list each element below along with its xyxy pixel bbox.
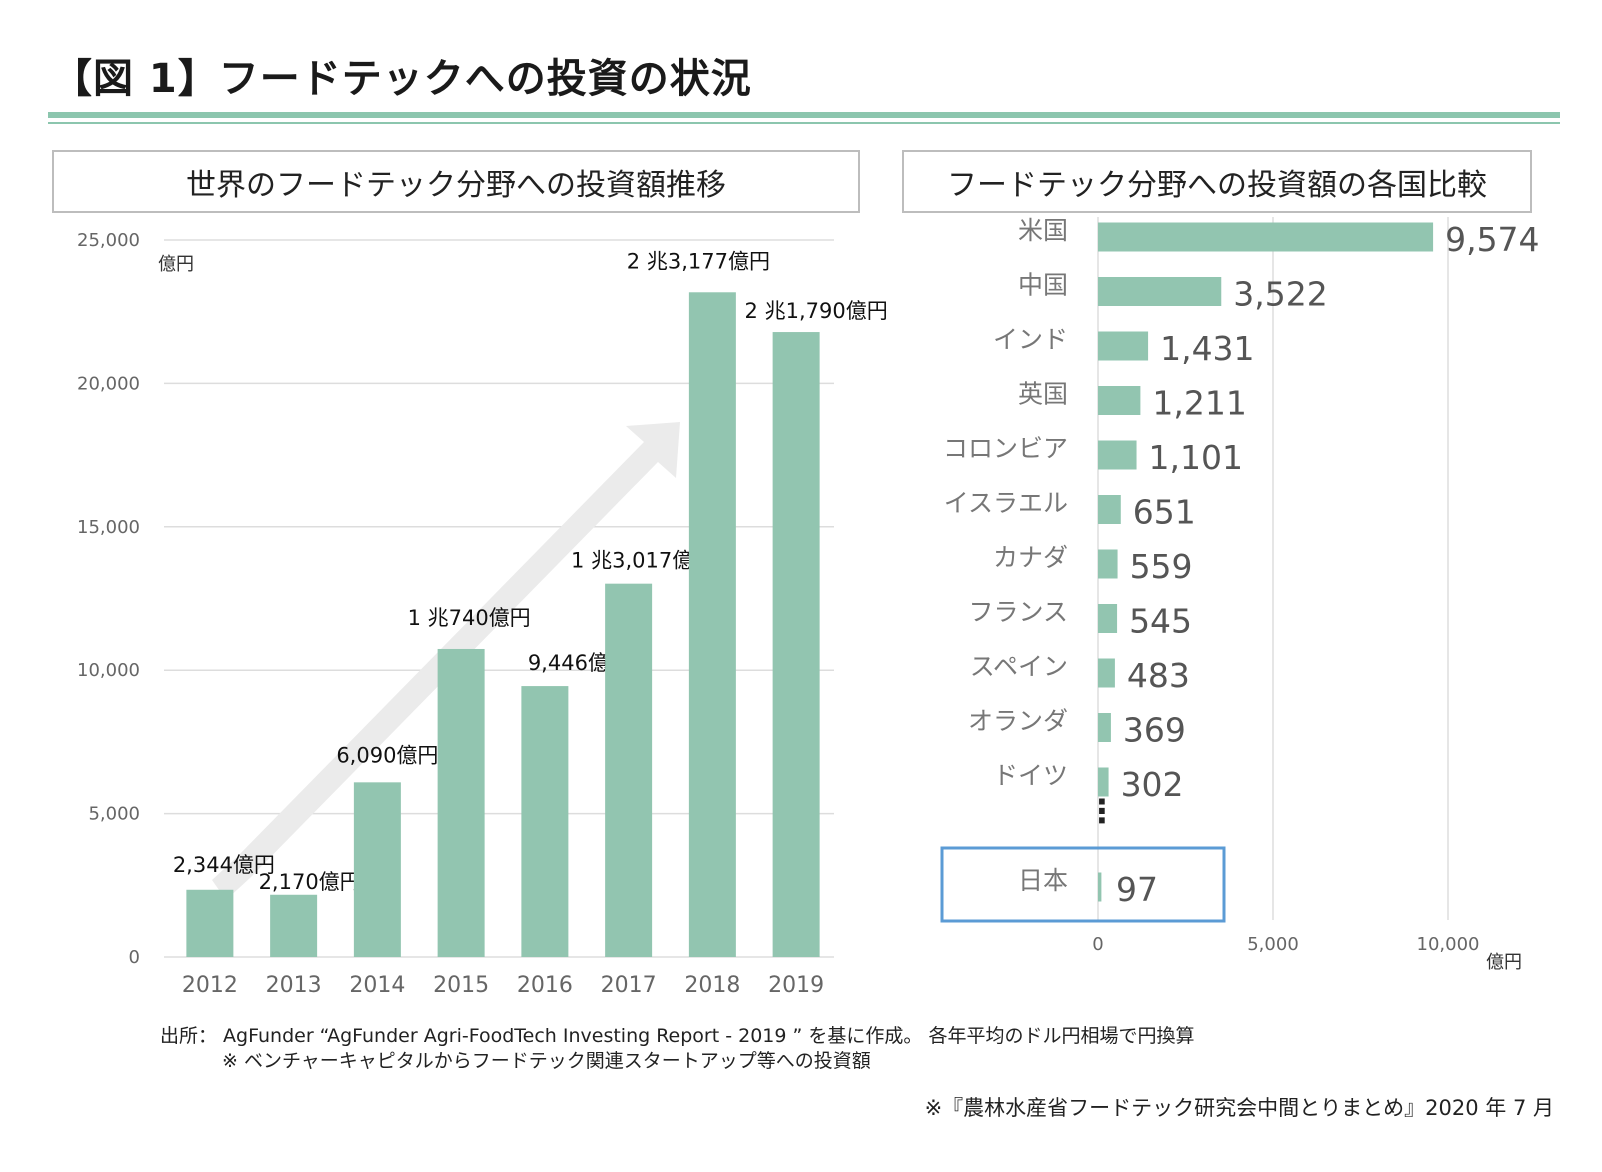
- bar-カナダ: [1098, 549, 1118, 579]
- category-label: イスラエル: [944, 489, 1068, 518]
- y-tick-label: 15,000: [77, 517, 140, 538]
- x-unit-label: 億円: [1486, 952, 1522, 973]
- data-label: 651: [1133, 493, 1196, 532]
- y-tick-label: 20,000: [77, 373, 140, 394]
- highlight-box-japan: [940, 846, 1226, 923]
- bar-オランダ: [1098, 713, 1111, 742]
- bar-米国: [1098, 222, 1434, 252]
- ellipsis: ⋮: [1086, 792, 1118, 830]
- category-label: スペイン: [970, 652, 1068, 681]
- bar-日本: [1098, 872, 1102, 902]
- data-label: 302: [1121, 765, 1184, 804]
- category-label: フランス: [968, 598, 1068, 627]
- right-chart-title: フードテック分野への投資額の各国比較: [902, 150, 1532, 213]
- category-label: 中国: [1018, 271, 1068, 300]
- bar-イスラエル: [1098, 495, 1121, 524]
- category-label: インド: [993, 325, 1068, 354]
- source-line-1: 出所： AgFunder “AgFunder Agri-FoodTech Inv…: [160, 1025, 1195, 1047]
- bar-2016: [521, 686, 569, 957]
- data-label: 369: [1123, 711, 1186, 750]
- data-label: 1,101: [1149, 438, 1243, 477]
- category-label: カナダ: [993, 543, 1068, 572]
- x-tick-label: 2018: [684, 973, 740, 998]
- bar-2014: [353, 782, 401, 957]
- data-label: 9,574: [1445, 220, 1539, 259]
- x-tick-label: 0: [1092, 934, 1103, 955]
- page-title: 【図 1】フードテックへの投資の状況: [52, 56, 752, 102]
- bar-スペイン: [1098, 658, 1115, 688]
- data-label: 545: [1129, 602, 1192, 641]
- data-label: 2,170億円: [259, 870, 361, 894]
- source-note: 出所： AgFunder “AgFunder Agri-FoodTech Inv…: [160, 1024, 1194, 1074]
- x-tick-label: 2017: [601, 973, 657, 998]
- bar-2018: [688, 292, 736, 957]
- bar-2019: [772, 332, 820, 957]
- data-label: 2 兆3,177億円: [627, 249, 770, 273]
- citation: ※『農林水産省フードテック研究会中間とりまとめ』2020 年 7 月: [924, 1096, 1554, 1120]
- yearly-investment-chart: 0 5,000 10,000 15,000 20,000 25,000 億円 2012 2,34…: [77, 230, 888, 998]
- y-tick-label: 0: [129, 947, 140, 968]
- category-label: ドイツ: [993, 761, 1068, 790]
- category-label: 英国: [1018, 380, 1068, 409]
- bar-2013: [270, 894, 318, 957]
- bar-2012: [186, 889, 234, 957]
- source-line-2: ※ ベンチャーキャピタルからフードテック関連スタートアップ等への投資額: [222, 1050, 871, 1072]
- left-chart-title: 世界のフードテック分野への投資額推移: [52, 150, 860, 213]
- x-tick-label: 2015: [433, 973, 489, 998]
- x-tick-label: 2014: [349, 973, 405, 998]
- bar-コロンビア: [1098, 440, 1137, 470]
- y-tick-label: 10,000: [77, 660, 140, 681]
- category-label: コロンビア: [943, 434, 1068, 463]
- bar-インド: [1098, 331, 1149, 361]
- data-label: 3,522: [1233, 275, 1327, 314]
- title-rule: [48, 112, 1560, 118]
- bar-フランス: [1098, 604, 1118, 633]
- x-tick-label: 2012: [182, 973, 238, 998]
- bar-中国: [1098, 277, 1222, 306]
- x-tick-label: 10,000: [1417, 934, 1480, 955]
- category-label: オランダ: [968, 707, 1068, 736]
- y-tick-label: 5,000: [88, 804, 140, 825]
- x-tick-label: 2019: [768, 973, 824, 998]
- data-label: 6,090億円: [336, 743, 438, 767]
- x-tick-label: 2013: [266, 973, 322, 998]
- bar-2015: [437, 648, 485, 957]
- data-label: 2 兆1,790億円: [745, 299, 888, 323]
- title-rule-thin: [48, 122, 1560, 124]
- country-investment-chart: 0 5,000 10,000 億円 米国 9,574 中国 3,522 インド 1,431 英国 1,…: [940, 216, 1540, 973]
- data-label: 97: [1116, 870, 1158, 909]
- y-tick-label: 25,000: [77, 230, 140, 251]
- category-label: 米国: [1018, 216, 1068, 245]
- data-label: 2,344億円: [173, 853, 275, 877]
- bar-2017: [605, 583, 653, 957]
- y-unit-label: 億円: [158, 254, 194, 275]
- bar-ドイツ: [1098, 767, 1109, 797]
- data-label: 483: [1127, 656, 1190, 695]
- category-label: 日本: [1018, 866, 1068, 895]
- data-label: 1 兆740億円: [408, 606, 531, 630]
- data-label: 559: [1130, 547, 1193, 586]
- data-label: 1,211: [1152, 384, 1246, 423]
- x-tick-label: 5,000: [1247, 934, 1299, 955]
- bar-英国: [1098, 386, 1141, 415]
- x-tick-label: 2016: [517, 973, 573, 998]
- data-label: 1,431: [1160, 329, 1254, 368]
